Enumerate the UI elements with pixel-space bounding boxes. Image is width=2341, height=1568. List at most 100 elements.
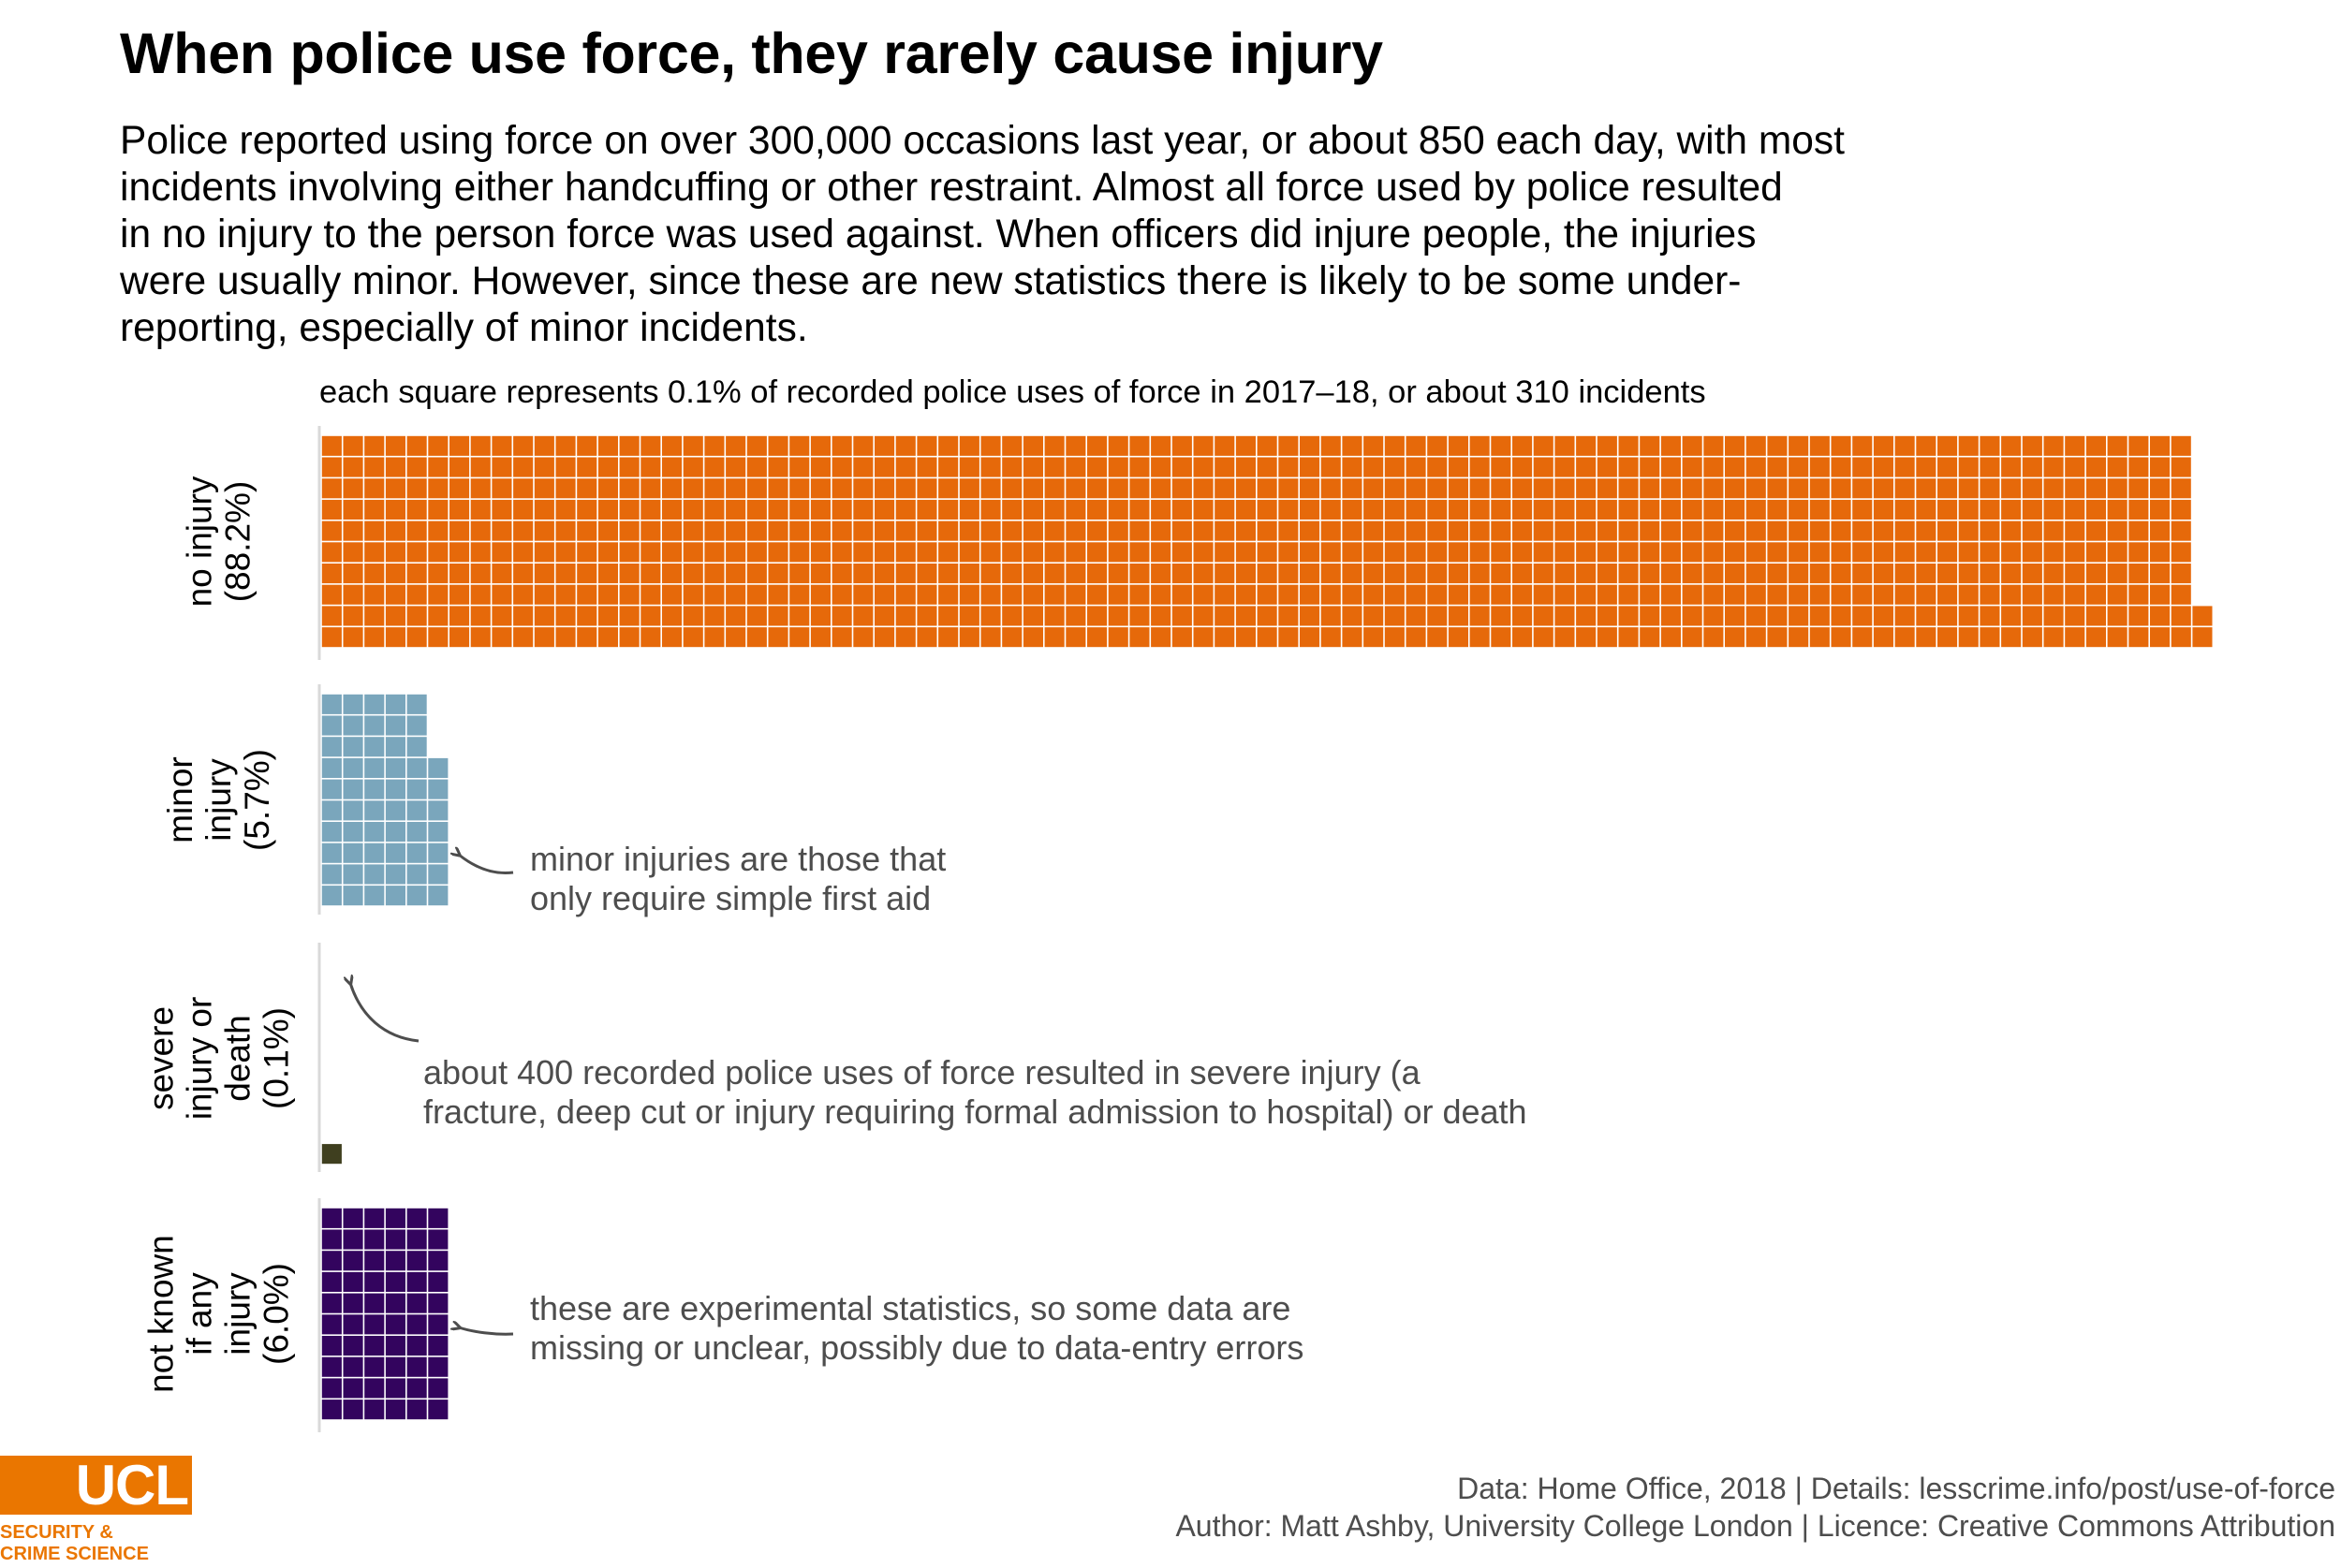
waffle-square xyxy=(2107,478,2128,499)
waffle-square xyxy=(683,520,703,541)
waffle-square xyxy=(875,627,895,648)
waffle-square xyxy=(1320,542,1341,563)
waffle-square xyxy=(428,499,449,520)
waffle-square xyxy=(1725,606,1745,626)
waffle-square xyxy=(534,564,554,584)
waffle-square xyxy=(662,520,683,541)
waffle-square xyxy=(1873,584,1893,605)
waffle-square xyxy=(1937,457,1958,477)
waffle-square xyxy=(938,606,959,626)
waffle-square xyxy=(385,843,405,863)
waffle-square xyxy=(428,864,449,885)
waffle-square xyxy=(1363,542,1384,563)
waffle-square xyxy=(321,715,342,736)
waffle-square xyxy=(832,606,852,626)
waffle-square xyxy=(364,715,385,736)
waffle-square xyxy=(875,584,895,605)
waffle-square xyxy=(1682,627,1702,648)
waffle-square xyxy=(343,694,363,714)
waffle-square xyxy=(704,564,725,584)
waffle-square xyxy=(492,520,512,541)
waffle-square xyxy=(385,779,405,799)
waffle-square xyxy=(853,606,874,626)
waffle-square xyxy=(555,564,576,584)
waffle-square xyxy=(343,864,363,885)
waffle-square xyxy=(2022,584,2042,605)
waffle-square xyxy=(1958,564,1979,584)
waffle-square xyxy=(364,694,385,714)
waffle-square xyxy=(2001,606,2022,626)
waffle-square xyxy=(1682,606,1702,626)
waffle-square xyxy=(2128,457,2149,477)
waffle-square xyxy=(577,542,597,563)
waffle-square xyxy=(1745,564,1766,584)
waffle-square xyxy=(2150,564,2171,584)
waffle-square xyxy=(938,564,959,584)
waffle-square xyxy=(597,499,618,520)
waffle-square xyxy=(2022,606,2042,626)
waffle-square xyxy=(980,520,1001,541)
waffle-square xyxy=(1300,457,1320,477)
waffle-square xyxy=(895,606,916,626)
waffle-square xyxy=(2171,520,2191,541)
waffle-square xyxy=(895,520,916,541)
waffle-square xyxy=(1384,606,1405,626)
waffle-square xyxy=(1512,435,1533,456)
waffle-square xyxy=(1512,627,1533,648)
waffle-square xyxy=(2150,499,2171,520)
waffle-square xyxy=(2001,435,2022,456)
waffle-square xyxy=(1108,478,1128,499)
waffle-square xyxy=(1023,457,1043,477)
waffle-square xyxy=(406,499,427,520)
waffle-square xyxy=(385,715,405,736)
waffle-square xyxy=(1597,435,1617,456)
waffle-square xyxy=(1852,627,1873,648)
waffle-square xyxy=(1363,457,1384,477)
waffle-square xyxy=(619,564,640,584)
waffle-square xyxy=(2128,520,2149,541)
waffle-square xyxy=(726,606,746,626)
waffle-square xyxy=(321,478,342,499)
waffle-square xyxy=(1767,564,1788,584)
waffle-square xyxy=(895,564,916,584)
waffle-square xyxy=(2001,564,2022,584)
subtitle-line: incidents involving either handcuffing o… xyxy=(120,166,1783,210)
waffle-square xyxy=(1533,520,1553,541)
waffle-square xyxy=(1215,584,1235,605)
waffle-square xyxy=(1789,606,1809,626)
waffle-square xyxy=(2065,520,2085,541)
waffle-square xyxy=(875,435,895,456)
waffle-square xyxy=(1745,627,1766,648)
waffle-square xyxy=(321,779,342,799)
waffle-square xyxy=(364,1229,385,1250)
waffle-square xyxy=(1171,435,1192,456)
waffle-square xyxy=(321,886,342,906)
waffle-square xyxy=(428,435,449,456)
waffle-square xyxy=(1640,435,1660,456)
waffle-square xyxy=(1703,457,1724,477)
waffle-square xyxy=(1533,564,1553,584)
waffle-square xyxy=(1235,542,1256,563)
waffle-square xyxy=(1597,564,1617,584)
waffle-square xyxy=(2192,606,2213,626)
waffle-square xyxy=(1852,542,1873,563)
waffle-square xyxy=(343,779,363,799)
waffle-square xyxy=(1852,606,1873,626)
waffle-square xyxy=(662,499,683,520)
waffle-square xyxy=(2001,457,2022,477)
waffle-square xyxy=(428,1293,449,1313)
waffle-square xyxy=(2065,606,2085,626)
waffle-square xyxy=(853,520,874,541)
waffle-square xyxy=(1427,435,1448,456)
waffle-square xyxy=(1980,564,2000,584)
waffle-square xyxy=(938,478,959,499)
waffle-chart: no injury(88.2%) minorinjury(5.7%) severei… xyxy=(142,426,2213,1432)
waffle-square xyxy=(1044,520,1065,541)
waffle-square xyxy=(364,1336,385,1356)
waffle-square xyxy=(1640,499,1660,520)
waffle-square xyxy=(1108,520,1128,541)
waffle-square xyxy=(2001,499,2022,520)
waffle-square xyxy=(1002,457,1023,477)
waffle-square xyxy=(492,627,512,648)
waffle-square xyxy=(1469,520,1490,541)
